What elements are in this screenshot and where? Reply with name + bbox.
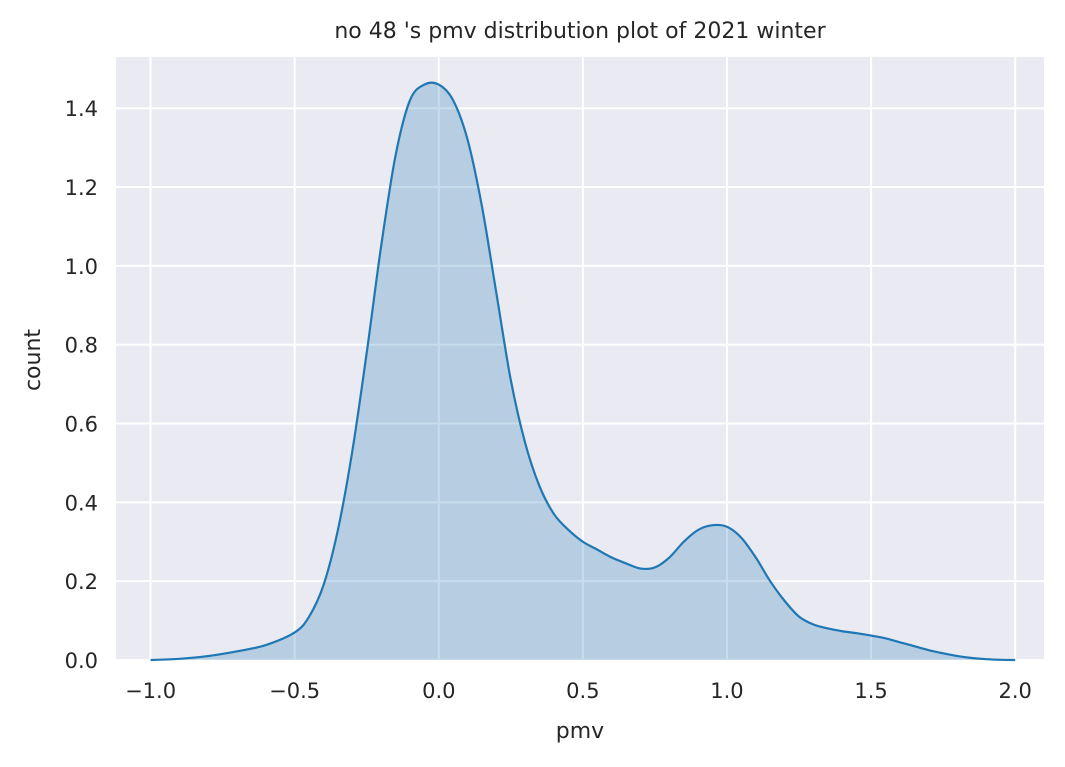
chart-title: no 48 's pmv distribution plot of 2021 w…	[334, 19, 826, 44]
plot-area	[116, 57, 1044, 660]
y-tick-label: 0.4	[65, 491, 98, 515]
x-tick-label: −1.0	[125, 679, 176, 703]
x-tick-label: 1.0	[710, 679, 743, 703]
x-tick-label: 1.5	[854, 679, 887, 703]
y-axis-label: count	[21, 329, 46, 391]
x-axis-label: pmv	[556, 719, 604, 744]
y-tick-label: 0.8	[65, 334, 98, 358]
y-tick-label: 1.4	[65, 97, 98, 121]
y-tick-label: 1.0	[65, 255, 98, 279]
y-tick-label: 0.2	[65, 570, 98, 594]
x-tick-label: −0.5	[269, 679, 320, 703]
density-curve	[150, 81, 1016, 662]
x-tick-label: 0.5	[566, 679, 599, 703]
x-tick-label: 2.0	[998, 679, 1031, 703]
y-tick-label: 1.2	[65, 176, 98, 200]
x-tick-label: 0.0	[422, 679, 455, 703]
density-area-fill	[150, 82, 1016, 661]
y-tick-label: 0.6	[65, 413, 98, 437]
y-tick-label: 0.0	[65, 649, 98, 673]
